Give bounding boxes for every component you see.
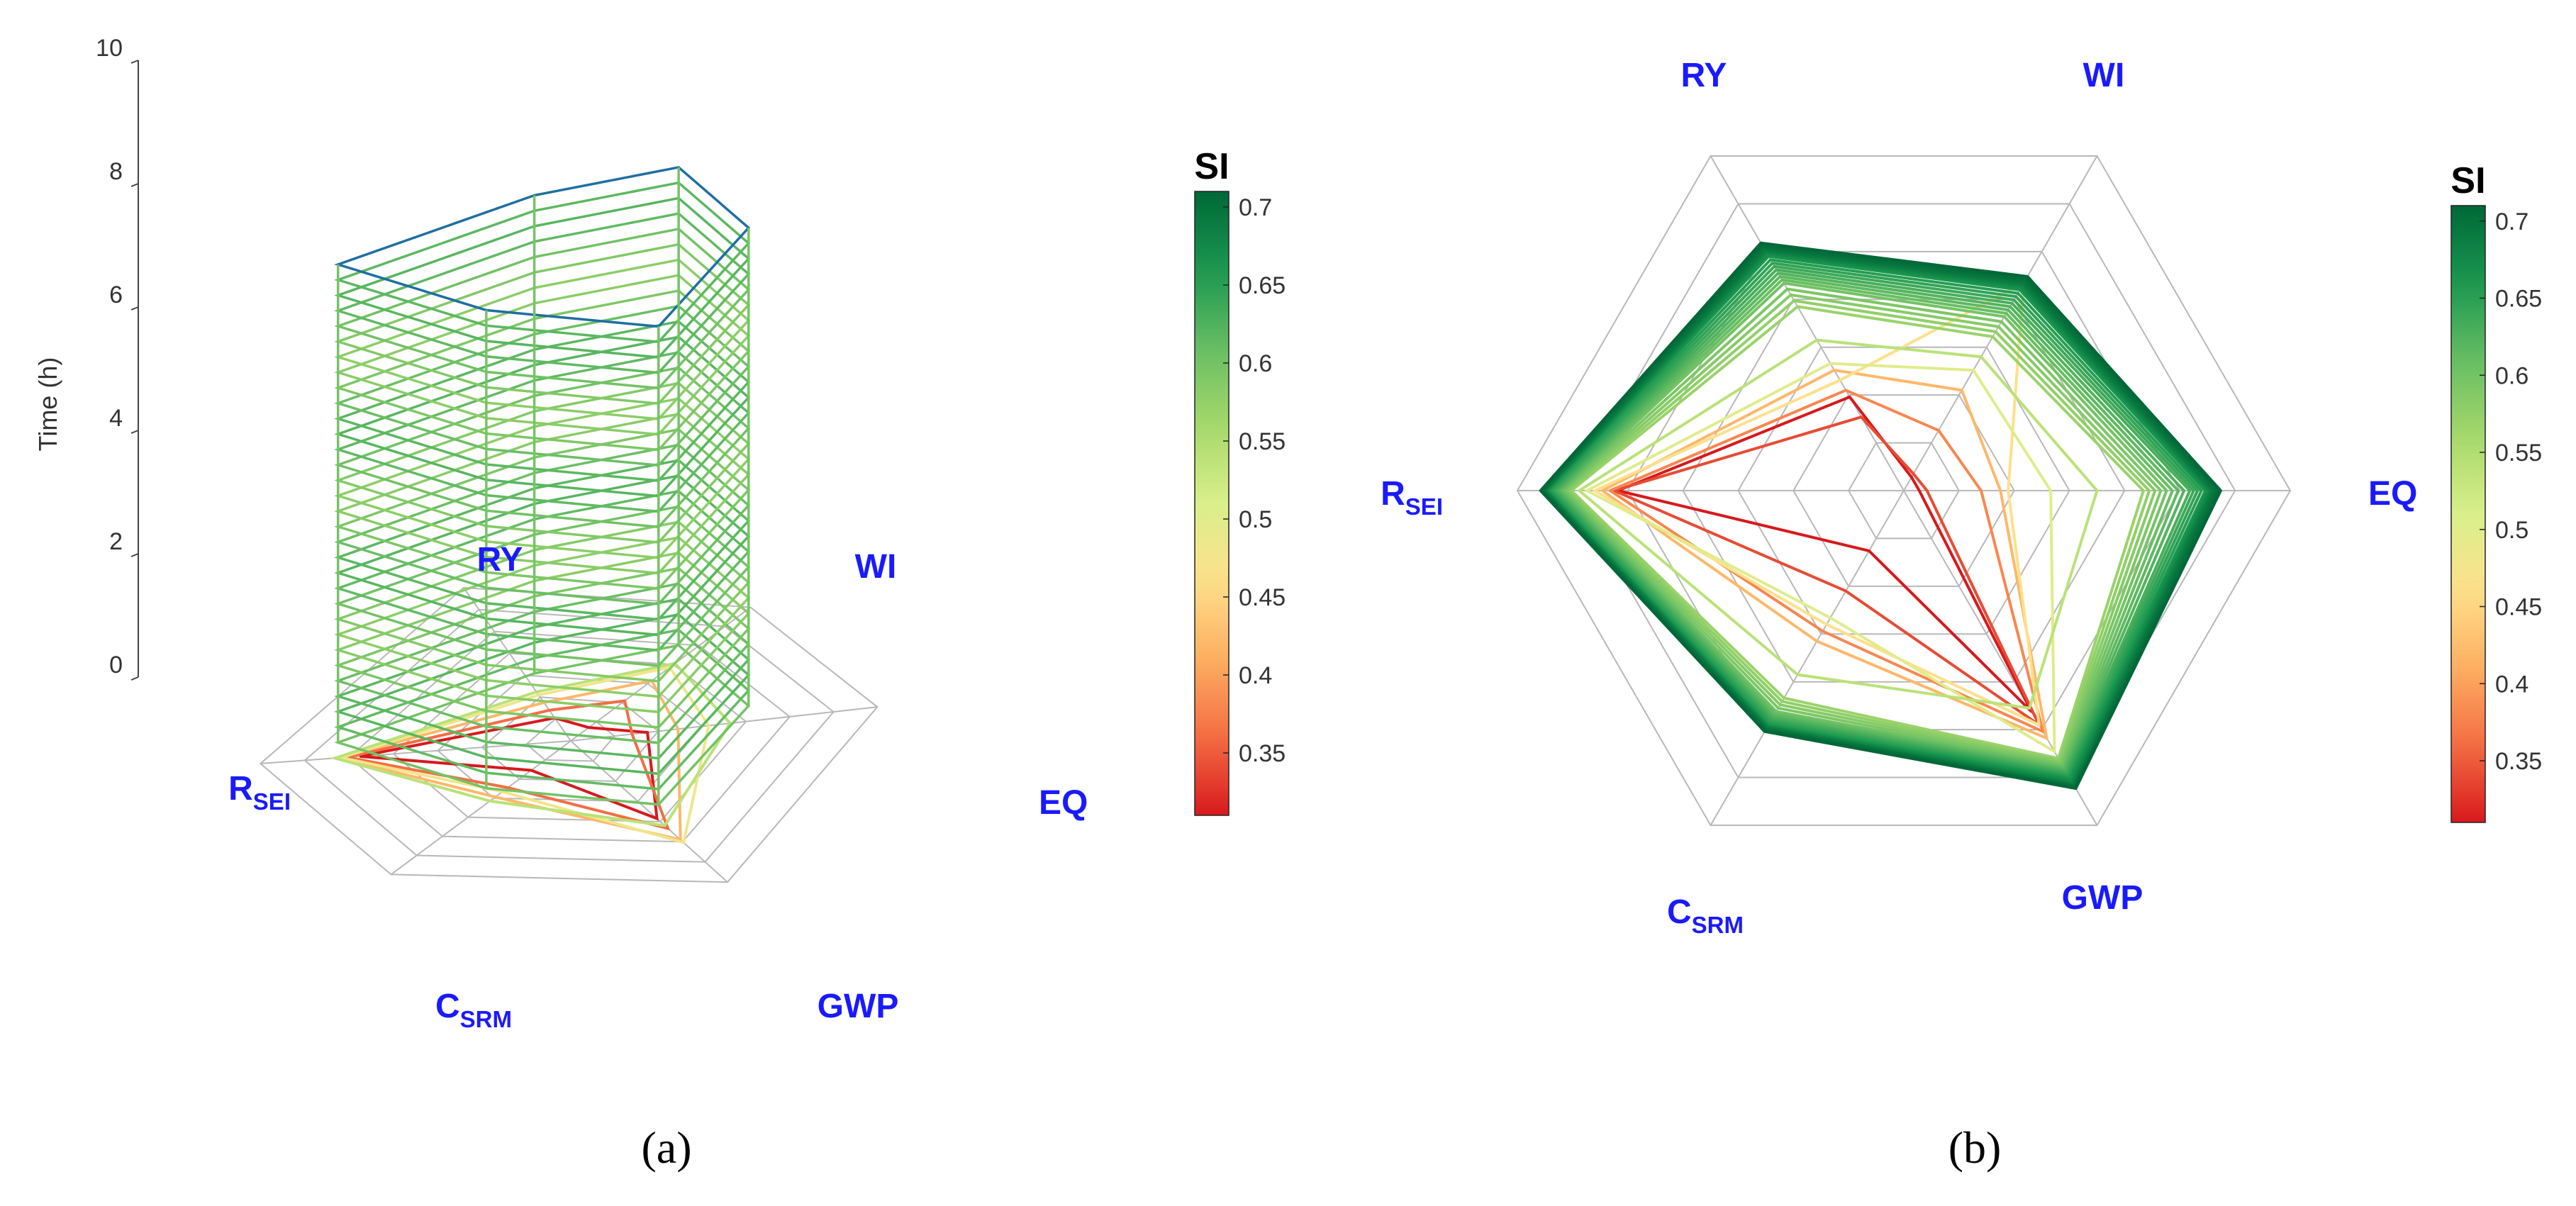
panel-a-early-profile-1 [347,699,671,831]
panel-b-colorbar-bar [2450,205,2486,823]
panel-a-axis-label-ry-main: RY [477,541,523,579]
panel-a-time-axis: 0 2 4 6 8 10 Time (h) [33,35,139,681]
panel-b-grid-spoke [1710,490,1905,826]
panel-b-axis-label-r-main: R [1381,475,1405,513]
panel-a-grid-spoke [570,740,728,883]
panel-b-profile-6 [1578,338,2099,710]
panel-b-grid-spoke [1710,155,1905,491]
panel-b-profile-lines [1539,241,2222,791]
panel-b-profile-interp [1549,258,2203,778]
panel-b-colorbar-tick-label: 0.4 [2495,671,2528,698]
panel-a-colorbar-tick-label: 0.7 [1239,194,1272,221]
panel-a-colorbar-bar [1194,191,1230,816]
panel-a-time-series-lines [330,166,751,844]
panel-b-profile-4 [1593,281,2041,727]
panel-a-time-tick-label: 8 [109,158,123,185]
panel-a-time-tick-mark [130,430,139,434]
panel-b-profile-interp [1546,253,2209,782]
panel-b-colorbar-tick-label: 0.55 [2495,440,2542,467]
panel-a-time-tick-label: 10 [96,35,123,62]
panel-b-axis-label-r: RSEI [1381,475,1443,520]
panel-a-colorbar: 0.35 0.4 0.45 0.5 0.55 0.6 0.65 0.7 SI [1194,146,1286,816]
panel-a-colorbar-tick-label: 0.5 [1239,506,1272,533]
panel-a-axis-label-eq-main: EQ [1039,784,1088,822]
panel-b-axis-label-gwp-main: GWP [2062,879,2143,917]
panel-a-time-tick-label: 6 [109,281,123,308]
panel-b-axis-label-c-subscript: SRM [1692,912,1744,938]
panel-b-axis-label-eq: EQ [2368,475,2417,513]
panel-b-axis-label-ry: RY [1681,57,1727,94]
panel-a-colorbar-tick-label: 0.55 [1239,428,1286,455]
panel-b-colorbar: 0.35 0.4 0.45 0.5 0.55 0.6 0.65 0.7 SI [2450,160,2542,823]
panel-a-axis-label-gwp: GWP [818,988,899,1025]
panel-b-axis-label-eq-main: EQ [2368,475,2417,513]
panel-a-early-profile-0 [359,716,659,821]
panel-a-axis-label-wi: WI [855,548,897,586]
panel-b-colorbar-tick-label: 0.7 [2495,208,2528,235]
panel-b-axis-label-c: CSRM [1667,893,1744,938]
panel-a-grid-ring [303,608,835,863]
panel-a-axis-label-r-main: R [228,770,253,808]
panel-a-axis-labels: RY WI EQ GWP CSRM RSEI [228,541,1088,1032]
panel-a-colorbar-title: SI [1194,146,1229,187]
panel-b-axis-label-ry-main: RY [1681,57,1727,94]
panel-a-axis-label-r-subscript: SEI [253,788,291,815]
panel-b-profile-19 [1546,255,2207,780]
panel-b-axis-labels: RY WI EQ GWP CSRM RSEI [1381,57,2417,938]
panel-a-time-tick-mark [130,60,139,64]
panel-a-colorbar-tick-label: 0.6 [1239,350,1272,377]
panel-b-colorbar-tick-label: 0.45 [2495,594,2542,621]
panel-a-time-axis-title: Time (h) [33,357,62,452]
panel-a-colorbar-tick-label: 0.45 [1239,584,1286,611]
panel-a-grid-spoke [570,706,878,742]
panel-b-profile-5 [1585,362,2056,754]
panel-a-time-tick-mark [130,553,139,557]
panel-b-colorbar-title: SI [2450,160,2485,201]
panel-a-axis-label-c-subscript: SRM [460,1006,512,1032]
panel-b-axis-label-wi: WI [2083,57,2125,94]
panel-b-axis-label-c-main: C [1667,893,1692,931]
panel-a-time-tick-label: 4 [109,405,123,432]
panel-a-colorbar-tick-label: 0.65 [1239,272,1286,299]
panel-b-profile-27 [1539,241,2222,791]
panel-b-profile-0 [1616,395,2033,713]
panel-a-colorbar-tick-label: 0.4 [1239,662,1272,689]
panel-b-label: (b) [1948,1122,2002,1173]
panel-a-axis-label-c-main: C [435,988,460,1025]
panel-b-axis-label-wi-main: WI [2083,57,2125,94]
panel-a-colorbar-tick-label: 0.35 [1239,740,1286,767]
panel-a-time-tick-label: 2 [109,528,123,555]
panel-a-axis-label-wi-main: WI [855,548,897,586]
panel-a-time-tick-mark [130,183,139,187]
panel-b-axis-label-r-subscript: SEI [1405,493,1443,520]
panel-b-axis-label-gwp: GWP [2062,879,2143,917]
panel-a-axis-label-r: RSEI [228,770,291,815]
panel-a-time-tick-mark [130,676,139,681]
panel-b-colorbar-tick-label: 0.65 [2495,286,2542,313]
panel-a-axis-label-gwp-main: GWP [818,988,899,1025]
panel-b-colorbar-tick-label: 0.35 [2495,748,2542,775]
panel-a-axis-label-c: CSRM [435,988,512,1032]
panel-b-profile-3 [1600,369,2048,740]
panel-b-colorbar-tick-label: 0.6 [2495,362,2528,389]
panel-a-time-tick-mark [130,306,139,311]
panel-a-time-tick-label: 0 [109,652,123,679]
panel-b-grid-spoke [1903,155,2098,491]
panel-b-colorbar-tick-label: 0.5 [2495,517,2528,544]
panel-b-profile-2 [1608,389,2045,733]
panel-a-label: (a) [641,1122,691,1173]
panel-a-axis-label-eq: EQ [1039,784,1088,822]
panel-a-axis-label-ry: RY [477,541,523,579]
